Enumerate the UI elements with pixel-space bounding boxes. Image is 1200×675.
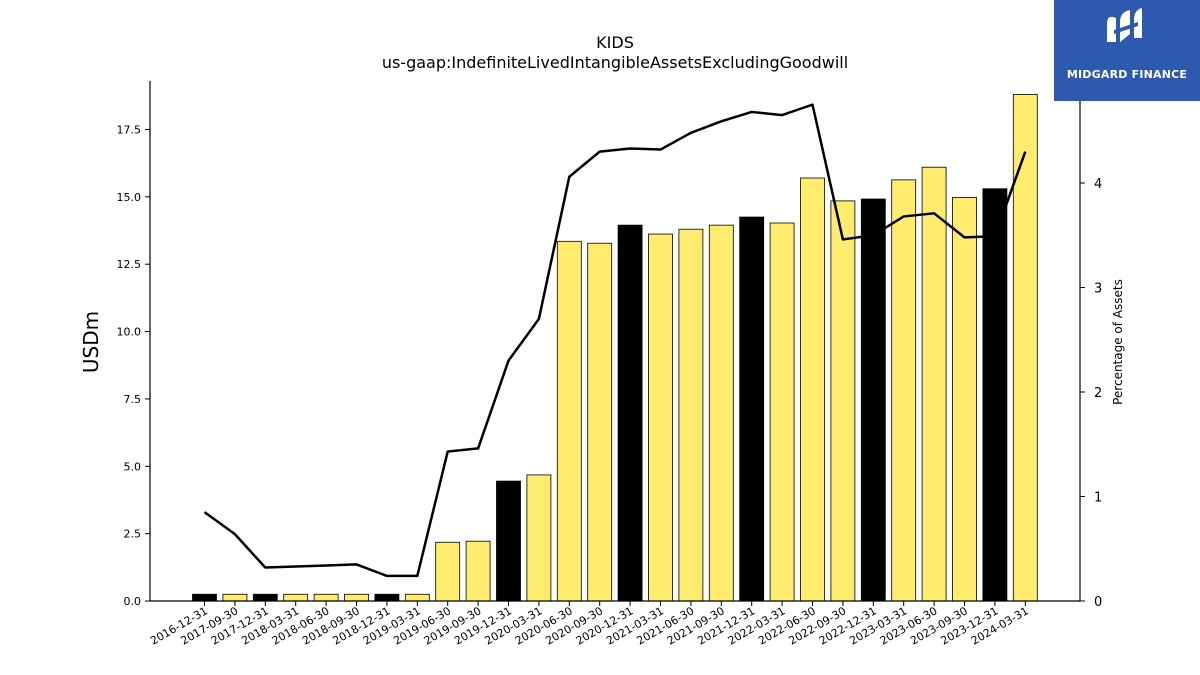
bar-2019-06-30 bbox=[435, 541, 461, 602]
chart-subtitle: us-gaap:IndefiniteLivedIntangibleAssetsE… bbox=[382, 53, 848, 72]
bar-2020-06-30 bbox=[556, 240, 582, 602]
y-tick-label-right: 3 bbox=[1094, 282, 1102, 297]
bar-2019-09-30 bbox=[465, 540, 491, 602]
bar-2021-12-31 bbox=[739, 216, 765, 602]
bar-2022-06-30 bbox=[800, 177, 825, 602]
bar-2018-12-31 bbox=[374, 593, 400, 602]
bar-2021-03-31 bbox=[648, 233, 673, 602]
chart-title: KIDS bbox=[596, 33, 634, 52]
bar-2019-12-31 bbox=[496, 480, 521, 602]
y-tick-label-left: 12.5 bbox=[117, 258, 142, 271]
y-axis-label-right: Percentage of Assets bbox=[1111, 279, 1125, 405]
line-group bbox=[203, 103, 1027, 578]
logo-mark-icon bbox=[1107, 8, 1142, 42]
y-tick-label-left: 17.5 bbox=[117, 123, 142, 136]
bar-2019-03-31 bbox=[404, 593, 430, 602]
bar-2021-09-30 bbox=[708, 224, 734, 602]
bar-2016-12-31 bbox=[192, 593, 217, 602]
line-series-percentage bbox=[203, 103, 1027, 578]
bar-2020-12-31 bbox=[617, 224, 643, 602]
bar-2018-09-30 bbox=[344, 593, 369, 602]
bar-2023-09-30 bbox=[952, 196, 977, 602]
bar-2023-12-31 bbox=[982, 188, 1008, 602]
bar-2020-09-30 bbox=[587, 242, 613, 602]
bar-2017-12-31 bbox=[252, 593, 278, 602]
y-tick-label-left: 10.0 bbox=[117, 326, 142, 339]
y-tick-label-right: 1 bbox=[1094, 491, 1102, 506]
bar-2022-12-31 bbox=[860, 198, 886, 602]
bar-2022-09-30 bbox=[830, 200, 856, 602]
bar-2023-03-31 bbox=[891, 179, 917, 602]
y-axis-label-left: USDm bbox=[79, 311, 103, 373]
brand-logo: MIDGARD FINANCE bbox=[1054, 0, 1200, 101]
y-tick-label-left: 5.0 bbox=[124, 460, 142, 473]
logo-text: MIDGARD FINANCE bbox=[1066, 68, 1188, 81]
bar-2021-06-30 bbox=[678, 228, 704, 602]
bar-2018-06-30 bbox=[313, 593, 339, 602]
y-tick-label-right: 0 bbox=[1094, 595, 1102, 610]
y-tick-label-left: 0.0 bbox=[124, 595, 142, 608]
y-tick-label-left: 7.5 bbox=[124, 393, 142, 406]
bar-2023-06-30 bbox=[921, 166, 947, 602]
bar-group bbox=[192, 94, 1038, 602]
y-tick-label-right: 4 bbox=[1094, 177, 1102, 192]
y-tick-label-left: 15.0 bbox=[117, 191, 142, 204]
bar-2018-03-31 bbox=[283, 593, 309, 602]
bar-2022-03-31 bbox=[769, 222, 795, 602]
bar-2020-03-31 bbox=[526, 474, 552, 602]
y-tick-label-right: 2 bbox=[1094, 386, 1102, 401]
y-tick-label-left: 2.5 bbox=[124, 528, 142, 541]
bar-2017-09-30 bbox=[222, 593, 248, 602]
bar-2024-03-31 bbox=[1012, 94, 1038, 602]
